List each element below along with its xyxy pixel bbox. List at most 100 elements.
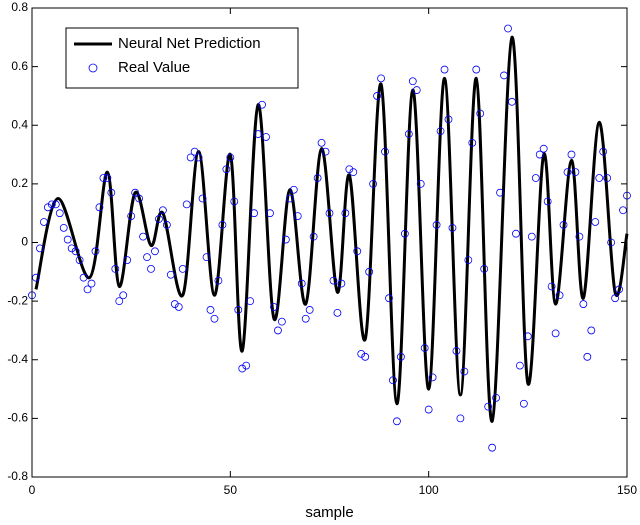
data-point [301, 314, 310, 323]
data-point [281, 235, 290, 244]
x-tick-label: 0 [29, 483, 36, 497]
data-point [404, 130, 413, 138]
data-point [567, 150, 576, 159]
data-point [591, 218, 600, 226]
data-point [428, 373, 437, 382]
x-axis-label: sample [305, 504, 353, 521]
data-point [202, 253, 211, 262]
data-point [325, 209, 334, 218]
data-point [258, 100, 266, 109]
data-point [178, 264, 187, 273]
data-point [51, 200, 60, 209]
data-point [75, 256, 84, 264]
y-tick-label: -0.4 [7, 352, 28, 366]
data-point [595, 174, 604, 182]
data-point [408, 77, 417, 86]
data-point [373, 92, 382, 100]
data-point [95, 203, 104, 212]
legend-label: Real Value [118, 59, 190, 76]
y-tick-label: 0.4 [11, 117, 28, 131]
data-point [218, 221, 227, 229]
data-point [162, 221, 171, 229]
data-point [575, 232, 584, 241]
data-point [603, 174, 612, 182]
prediction-line [34, 35, 629, 423]
data-point [337, 279, 346, 288]
data-point [571, 168, 580, 177]
data-point [170, 300, 179, 308]
data-point [579, 300, 588, 308]
data-point [519, 399, 528, 408]
data-point [246, 297, 255, 306]
y-tick-label: -0.2 [7, 293, 28, 307]
data-point [512, 229, 520, 238]
y-tick-label: 0.6 [11, 59, 28, 73]
data-point [242, 361, 251, 370]
data-point [147, 264, 155, 273]
data-point [40, 218, 48, 226]
data-point [59, 223, 68, 232]
data-point [210, 314, 219, 323]
data-point [91, 247, 100, 256]
data-point [599, 147, 608, 156]
data-point [559, 221, 568, 229]
data-point [250, 209, 259, 218]
data-point [143, 253, 151, 262]
data-point [480, 264, 489, 273]
x-tick-label: 100 [419, 483, 439, 497]
x-tick-label: 50 [224, 483, 238, 497]
data-point [174, 303, 183, 311]
data-point [492, 393, 501, 402]
data-point [47, 200, 56, 209]
data-point [139, 232, 147, 241]
data-point [182, 200, 191, 209]
data-point [611, 294, 619, 303]
data-point [67, 244, 76, 253]
data-point [115, 297, 124, 306]
data-point [420, 344, 429, 352]
data-point [341, 209, 350, 218]
data-point [103, 174, 112, 182]
data-point [381, 147, 389, 156]
data-point [516, 361, 524, 370]
data-point [496, 188, 504, 197]
data-point [547, 282, 556, 291]
data-point [297, 279, 306, 288]
data-point [270, 303, 278, 311]
data-point [285, 194, 294, 203]
data-point [393, 417, 401, 426]
data-point [476, 109, 485, 118]
data-point [587, 326, 596, 335]
data-point [99, 174, 108, 182]
data-point [563, 168, 572, 177]
data-point [226, 153, 235, 162]
data-point [468, 138, 477, 147]
data-point [266, 209, 274, 218]
data-point [158, 206, 167, 215]
data-point [305, 306, 314, 314]
data-point [365, 267, 374, 276]
data-point [293, 212, 302, 221]
data-point [357, 349, 366, 358]
data-point [555, 291, 564, 300]
y-tick-label: 0.8 [11, 0, 28, 14]
data-point [452, 347, 461, 355]
data-point [353, 247, 362, 256]
data-point [504, 24, 512, 33]
data-point [131, 188, 140, 197]
data-point [377, 74, 385, 83]
data-point [127, 212, 136, 221]
data-point [333, 308, 342, 317]
data-point [206, 306, 215, 314]
data-point [135, 194, 144, 203]
data-point [424, 405, 433, 414]
data-point [543, 197, 552, 206]
data-point [317, 138, 326, 147]
data-point [277, 317, 286, 326]
data-point [111, 264, 120, 273]
data-point [198, 194, 207, 203]
plot-frame [31, 7, 628, 478]
data-point [440, 65, 449, 74]
data-point [71, 247, 80, 256]
